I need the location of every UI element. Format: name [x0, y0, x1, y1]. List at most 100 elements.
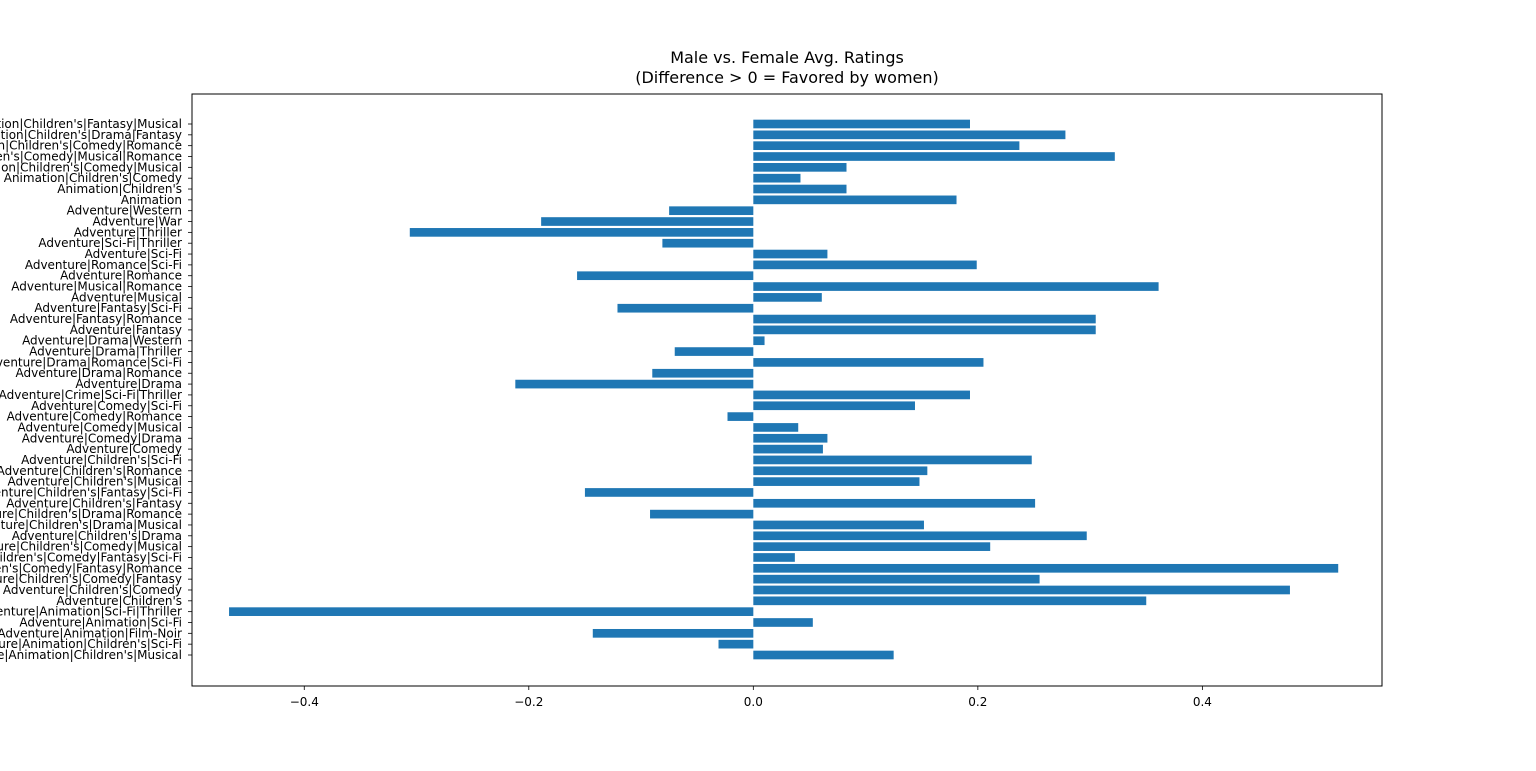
bar — [515, 379, 754, 389]
y-tick-label: Adventure|Animation|Film-Noir — [0, 626, 182, 640]
bar — [753, 130, 1066, 140]
y-tick-label: Adventure|Children's|Comedy — [3, 583, 182, 597]
y-tick-label: Adventure|Children's|Drama|Musical — [0, 518, 182, 532]
y-tick-label: Adventure|Children's|Sci-Fi — [21, 453, 182, 467]
y-tick-label: Animation|Children's|Comedy|Musical — [0, 160, 182, 174]
bar — [541, 217, 754, 226]
y-tick-label: Adventure|Children's|Fantasy — [6, 496, 182, 510]
y-tick-label: Adventure|Children's|Comedy|Fantasy|Roma… — [0, 561, 182, 575]
y-tick-label: Adventure|Western — [67, 204, 182, 218]
bar — [753, 477, 920, 486]
y-tick-label: Adventure|Musical — [71, 290, 182, 304]
bar — [753, 119, 970, 129]
x-tick-label: 0.0 — [744, 695, 763, 709]
bar — [592, 628, 754, 638]
y-tick-label: Animation|Children's|Comedy|Romance — [0, 139, 182, 153]
bar — [753, 650, 894, 660]
y-tick-label: Adventure|Drama — [75, 377, 182, 391]
y-tick-label: Adventure|Crime|Sci-Fi|Thriller — [0, 388, 182, 402]
y-tick-label: Adventure|Romance — [60, 269, 182, 283]
x-tick-label: 0.2 — [968, 695, 987, 709]
chart-title: Male vs. Female Avg. Ratings — [670, 48, 904, 67]
y-tick-label: Adventure|Thriller — [74, 225, 182, 239]
y-tick-label: Adventure|Comedy — [66, 442, 182, 456]
bar — [753, 184, 847, 194]
bar — [753, 249, 828, 259]
bar — [662, 238, 754, 248]
bar — [753, 423, 799, 432]
y-tick-label: Adventure|Sci-Fi|Thriller — [38, 236, 182, 250]
y-tick-label: Adventure|Children's|Comedy|Musical — [0, 540, 182, 554]
bar — [753, 596, 1147, 606]
y-tick-label: Adventure|Animation|Sci-Fi — [19, 615, 182, 629]
bar — [753, 585, 1290, 595]
y-tick-label: Adventure|Animation|Children's|Sci-Fi — [0, 637, 182, 651]
y-tick-label: Animation|Children's|Comedy|Musical|Roma… — [0, 150, 182, 164]
bars — [229, 119, 1339, 660]
bar — [577, 271, 754, 281]
bar — [727, 412, 754, 421]
bar — [753, 173, 801, 183]
plot-frame — [191, 93, 1383, 687]
bar — [753, 618, 813, 627]
y-tick-label: Animation|Children's|Fantasy|Musical — [0, 117, 182, 131]
y-tick-label: Animation|Children's — [57, 182, 182, 196]
bar — [584, 488, 754, 497]
bar — [617, 303, 754, 313]
y-tick-label: Adventure|Animation|Sci-Fi|Thriller — [0, 605, 182, 619]
bar — [650, 509, 754, 519]
y-tick-label: Adventure|War — [93, 215, 183, 229]
y-axis-ticks: Adventure|Animation|Children's|MusicalAd… — [0, 117, 192, 662]
bar — [718, 639, 754, 649]
y-tick-label: Adventure|Musical|Romance — [11, 280, 182, 294]
y-tick-label: Adventure|Children's|Musical — [8, 475, 182, 489]
bar — [753, 574, 1040, 584]
bar — [753, 293, 822, 302]
bar — [753, 152, 1115, 161]
bar — [753, 325, 1096, 335]
y-tick-label: Adventure|Fantasy — [70, 323, 182, 337]
bar — [229, 607, 754, 616]
y-tick-label: Adventure|Comedy|Romance — [7, 410, 182, 424]
bar — [753, 358, 984, 367]
bar — [753, 141, 1020, 151]
y-tick-label: Adventure|Comedy|Sci-Fi — [31, 399, 182, 413]
y-tick-label: Animation — [121, 193, 182, 207]
bar — [409, 228, 754, 237]
y-tick-label: Adventure|Children's|Comedy|Fantasy|Sci-… — [0, 550, 182, 564]
bar — [753, 260, 977, 270]
y-tick-label: Adventure|Comedy|Drama — [22, 431, 182, 445]
y-tick-label: Adventure|Fantasy|Romance — [10, 312, 182, 326]
bar — [753, 163, 847, 172]
y-tick-label: Adventure|Children's — [56, 594, 182, 608]
y-tick-label: Adventure|Comedy|Musical — [18, 420, 183, 434]
bar — [674, 347, 754, 356]
bar — [753, 433, 828, 443]
x-tick-label: −0.2 — [514, 695, 543, 709]
bar — [753, 553, 795, 562]
y-tick-label: Adventure|Romance|Sci-Fi — [25, 258, 182, 272]
y-tick-label: Adventure|Children's|Fantasy|Sci-Fi — [0, 485, 182, 499]
y-tick-label: Adventure|Drama|Thriller — [29, 345, 182, 359]
bar — [753, 531, 1087, 541]
y-tick-label: Adventure|Children's|Romance — [0, 464, 182, 478]
y-tick-label: Adventure|Animation|Children's|Musical — [0, 648, 182, 662]
bar — [753, 314, 1096, 324]
bar — [753, 563, 1339, 573]
y-tick-label: Adventure|Drama|Romance|Sci-Fi — [0, 355, 182, 369]
bar — [753, 455, 1032, 465]
y-tick-label: Adventure|Drama|Western — [22, 334, 182, 348]
bar — [753, 282, 1159, 291]
bar — [669, 206, 754, 216]
x-tick-label: −0.4 — [290, 695, 319, 709]
bar — [753, 466, 928, 476]
bar — [753, 498, 1036, 508]
bar — [753, 542, 991, 551]
y-tick-label: Adventure|Sci-Fi — [85, 247, 182, 261]
y-tick-label: Adventure|Drama|Romance — [16, 366, 183, 380]
y-tick-label: Adventure|Children's|Comedy|Fantasy — [0, 572, 182, 586]
bar — [753, 520, 924, 530]
